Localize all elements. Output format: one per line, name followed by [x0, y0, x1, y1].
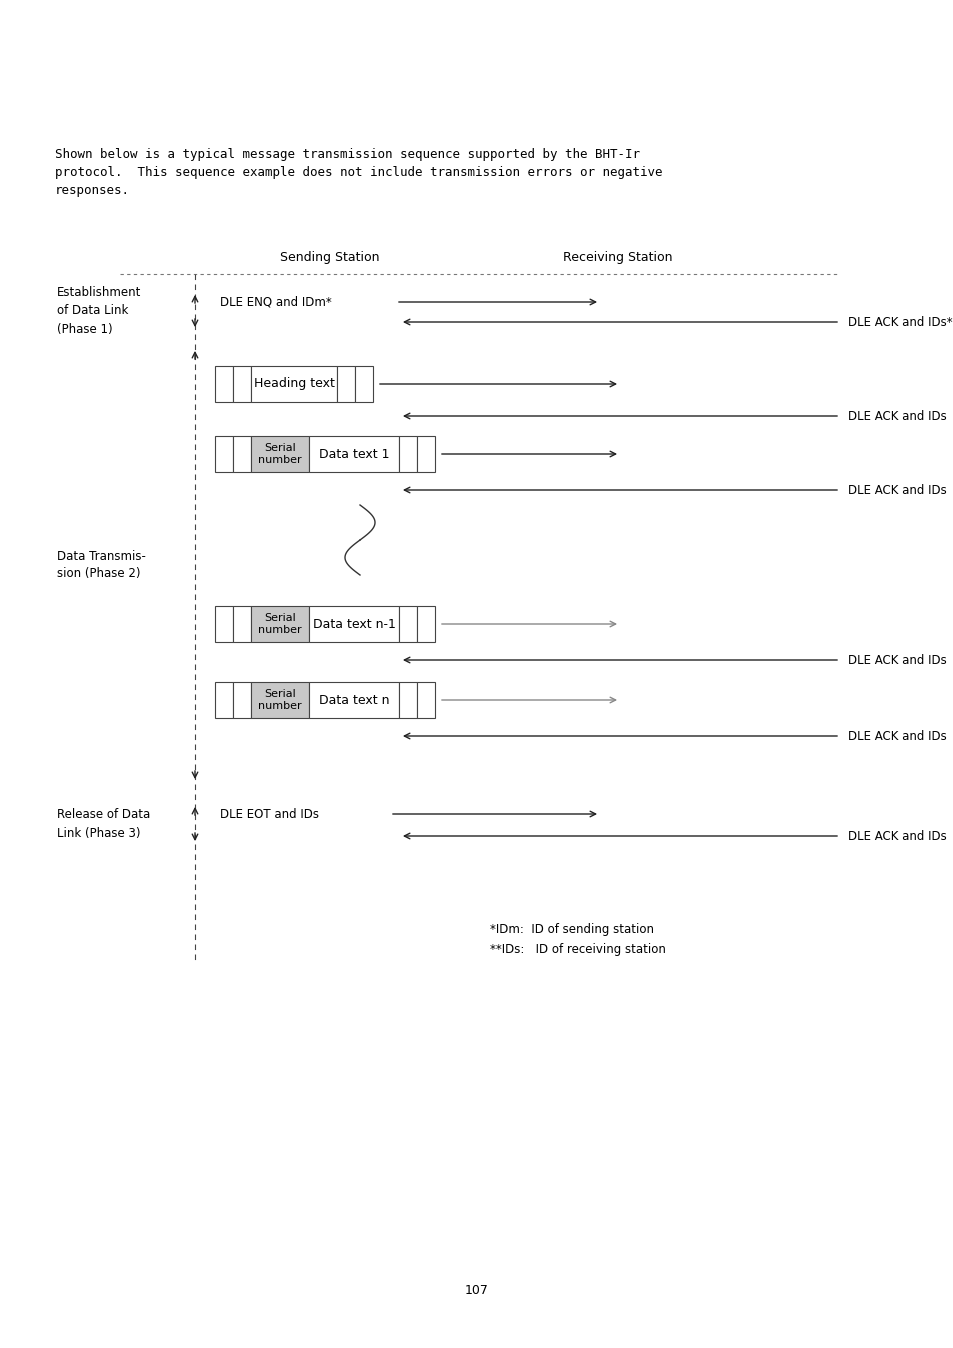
Bar	[251, 682, 309, 718]
Bar	[336, 367, 355, 402]
Bar	[233, 682, 251, 718]
Bar	[309, 682, 398, 718]
Text: Data text n-1: Data text n-1	[313, 617, 395, 631]
Text: responses.: responses.	[55, 183, 130, 197]
Text: DLE ACK and IDs: DLE ACK and IDs	[847, 829, 945, 842]
Text: Serial
number: Serial number	[258, 613, 301, 635]
Bar	[233, 435, 251, 472]
Bar	[214, 607, 233, 642]
Bar	[214, 682, 233, 718]
Text: Release of Data
Link (Phase 3): Release of Data Link (Phase 3)	[57, 809, 150, 840]
Bar	[398, 682, 416, 718]
Text: 107: 107	[464, 1283, 489, 1297]
Text: Data text 1: Data text 1	[318, 448, 389, 461]
Bar	[214, 367, 233, 402]
Text: Establishment
of Data Link
(Phase 1): Establishment of Data Link (Phase 1)	[57, 287, 141, 336]
Text: DLE ACK and IDs: DLE ACK and IDs	[847, 654, 945, 666]
Text: *IDm:  ID of sending station: *IDm: ID of sending station	[490, 923, 654, 937]
Text: Shown below is a typical message transmission sequence supported by the BHT-Ir: Shown below is a typical message transmi…	[55, 148, 639, 160]
Bar	[214, 435, 233, 472]
Bar	[251, 435, 309, 472]
Text: DLE ACK and IDs**: DLE ACK and IDs**	[847, 315, 953, 329]
Bar	[398, 607, 416, 642]
Text: Serial
number: Serial number	[258, 442, 301, 465]
Text: DLE EOT and IDs: DLE EOT and IDs	[220, 807, 318, 821]
Text: DLE ACK and IDs: DLE ACK and IDs	[847, 410, 945, 422]
Bar	[251, 607, 309, 642]
Text: Heading text: Heading text	[253, 377, 335, 391]
Bar	[416, 607, 435, 642]
Text: Serial
number: Serial number	[258, 689, 301, 712]
Text: protocol.  This sequence example does not include transmission errors or negativ: protocol. This sequence example does not…	[55, 166, 661, 179]
Text: DLE ENQ and IDm*: DLE ENQ and IDm*	[220, 295, 332, 309]
Text: Sending Station: Sending Station	[280, 252, 379, 264]
Text: Data Transmis-
sion (Phase 2): Data Transmis- sion (Phase 2)	[57, 550, 146, 581]
Text: DLE ACK and IDs: DLE ACK and IDs	[847, 729, 945, 743]
Bar	[416, 682, 435, 718]
Bar	[355, 367, 373, 402]
Text: Receiving Station: Receiving Station	[562, 252, 672, 264]
Bar	[233, 367, 251, 402]
Bar	[251, 367, 336, 402]
Bar	[233, 607, 251, 642]
Text: DLE ACK and IDs: DLE ACK and IDs	[847, 484, 945, 496]
Bar	[398, 435, 416, 472]
Text: Data text n: Data text n	[318, 693, 389, 706]
Bar	[416, 435, 435, 472]
Bar	[309, 607, 398, 642]
Text: **IDs:   ID of receiving station: **IDs: ID of receiving station	[490, 944, 665, 957]
Bar	[309, 435, 398, 472]
